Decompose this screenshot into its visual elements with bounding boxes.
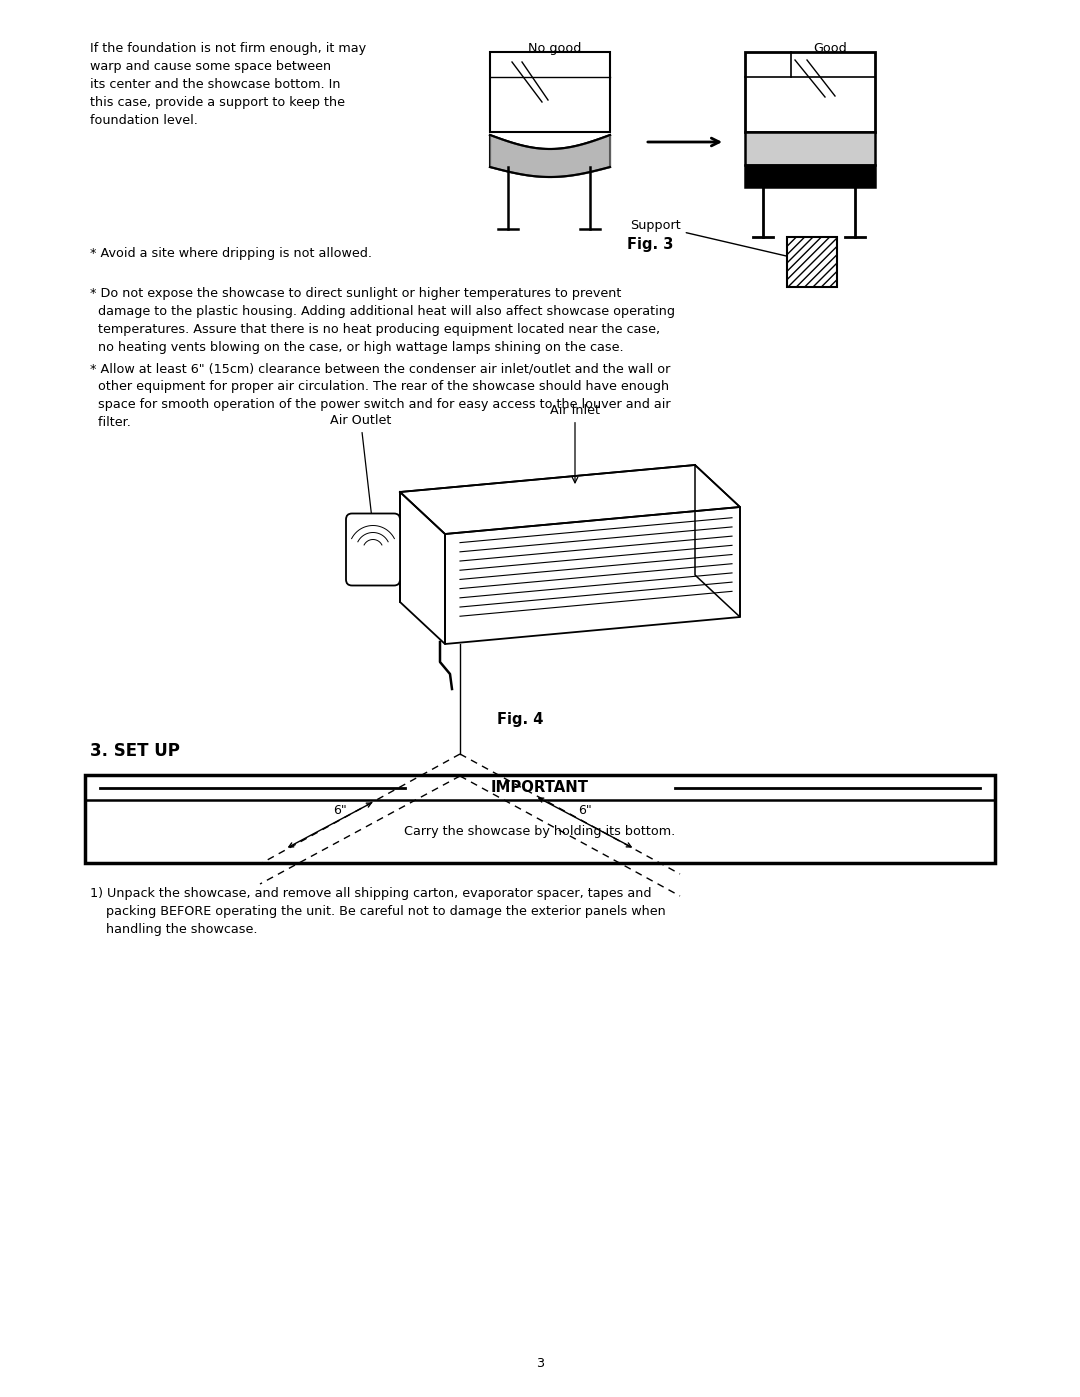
Bar <box>745 131 875 165</box>
Polygon shape <box>400 465 696 602</box>
Text: * Allow at least 6" (15cm) clearance between the condenser air inlet/outlet and : * Allow at least 6" (15cm) clearance bet… <box>90 362 671 429</box>
Text: * Avoid a site where dripping is not allowed.: * Avoid a site where dripping is not all… <box>90 247 372 260</box>
Text: 6": 6" <box>333 805 347 817</box>
Text: No good: No good <box>528 42 582 54</box>
Text: Support: Support <box>630 219 809 261</box>
Polygon shape <box>696 465 740 617</box>
Text: If the foundation is not firm enough, it may
warp and cause some space between
i: If the foundation is not firm enough, it… <box>90 42 366 127</box>
Text: Good: Good <box>813 42 847 54</box>
Bar <box>490 52 610 131</box>
Text: Air Inlet: Air Inlet <box>550 404 600 483</box>
Text: Air Outlet: Air Outlet <box>330 414 391 532</box>
Text: IMPORTANT: IMPORTANT <box>491 780 589 795</box>
FancyBboxPatch shape <box>346 514 400 585</box>
Text: Fig. 4: Fig. 4 <box>497 712 543 726</box>
Polygon shape <box>445 507 740 644</box>
Bar <box>85 775 995 863</box>
Text: 3: 3 <box>536 1356 544 1370</box>
Bar <box>745 52 875 131</box>
Text: Fig. 3: Fig. 3 <box>626 237 673 251</box>
Text: 1) Unpack the showcase, and remove all shipping carton, evaporator spacer, tapes: 1) Unpack the showcase, and remove all s… <box>90 887 665 936</box>
Polygon shape <box>400 492 445 644</box>
Bar <box>745 165 875 187</box>
Text: Carry the showcase by holding its bottom.: Carry the showcase by holding its bottom… <box>404 826 676 838</box>
Polygon shape <box>400 465 740 534</box>
Text: 3. SET UP: 3. SET UP <box>90 742 180 760</box>
Bar <box>787 237 837 286</box>
Text: * Do not expose the showcase to direct sunlight or higher temperatures to preven: * Do not expose the showcase to direct s… <box>90 286 675 353</box>
Text: 6": 6" <box>578 803 592 816</box>
